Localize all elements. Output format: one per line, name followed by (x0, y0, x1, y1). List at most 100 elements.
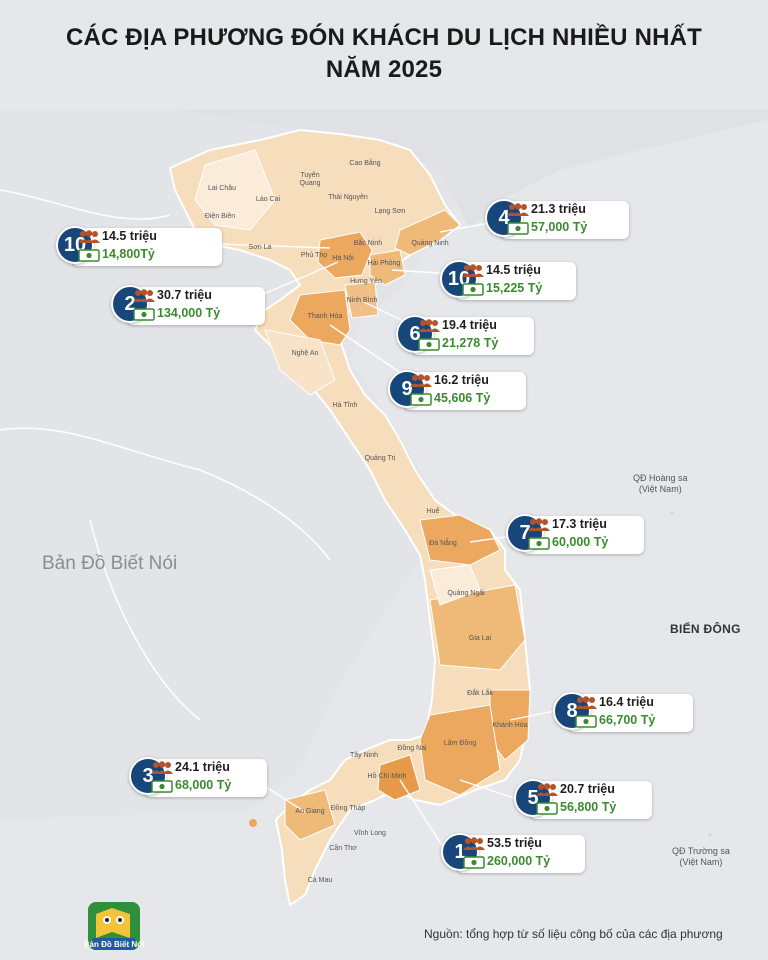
province-label: Hồ Chí Minh (367, 773, 407, 780)
people-group-icon (507, 203, 529, 216)
money-icon (536, 802, 558, 815)
province-danang (419, 514, 501, 566)
province-label: Cần Thơ (329, 845, 357, 852)
money-icon (575, 715, 597, 728)
visitors-value: 20.7 triệu (560, 782, 615, 796)
title-line-2: NĂM 2025 (325, 56, 443, 83)
people-group-icon (418, 319, 440, 332)
people-group-icon (462, 264, 484, 277)
province-label: Điện Biên (204, 213, 236, 220)
province-ninhbinh (344, 281, 379, 319)
money-icon (462, 283, 484, 296)
revenue-value: 56,800 Tỷ (560, 800, 617, 814)
province-angiang (284, 789, 336, 841)
money-icon (410, 393, 432, 406)
title-line-1: CÁC ĐỊA PHƯƠNG ĐÓN KHÁCH DU LỊCH NHIỀU N… (65, 24, 703, 51)
province-label: Cà Mau (307, 877, 333, 884)
brand-logo-icon: Bản Đồ Biết Nói (84, 902, 144, 950)
island-phuquoc (249, 819, 257, 827)
visitors-value: 21.3 triệu (531, 202, 586, 216)
money-icon (78, 249, 100, 262)
province-haiphong (369, 249, 406, 286)
province-label: Lâm Đồng (443, 740, 477, 747)
province-label: Đồng Tháp (330, 805, 366, 812)
label-bien-dong: BIỂN ĐÔNG (670, 622, 741, 636)
province-label: Nghệ An (291, 350, 319, 357)
province-label: Đồng Nai (397, 745, 427, 752)
neighbor-land-china (180, 110, 768, 230)
revenue-value: 45,606 Tỷ (434, 391, 491, 405)
province-label: An Giang (295, 808, 325, 815)
province-label: Lào Cai (255, 196, 281, 203)
visitors-value: 14.5 triệu (486, 263, 541, 277)
revenue-value: 66,700 Tỷ (599, 713, 656, 727)
visitors-value: 16.2 triệu (434, 373, 489, 387)
label-hoang-sa: QĐ Hoàng sa (Việt Nam) (633, 473, 688, 494)
province-label: Đà Nẵng (429, 540, 457, 547)
people-group-icon (151, 761, 173, 774)
revenue-value: 21,278 Tỷ (442, 336, 499, 350)
province-label: Vĩnh Long (354, 830, 386, 837)
money-icon (151, 780, 173, 793)
island-hoangsa (670, 511, 674, 515)
province-label: Ninh Bình (346, 297, 378, 304)
people-group-icon (463, 837, 485, 850)
people-group-icon (78, 230, 100, 243)
money-icon (528, 537, 550, 550)
map-watermark: Bản Đồ Biết Nói (42, 553, 178, 574)
province-thanhhoa (289, 289, 351, 346)
province-label: Cao Bằng (349, 160, 381, 167)
province-quangninh (394, 209, 461, 256)
people-group-icon (410, 374, 432, 387)
province-label: Hà Nội (332, 255, 354, 262)
revenue-value: 68,000 Tỷ (175, 778, 232, 792)
province-label: Sơn La (248, 244, 272, 251)
source-note: Nguồn: tổng hợp từ số liệu công bố của c… (424, 927, 723, 941)
money-icon (133, 308, 155, 321)
visitors-value: 16.4 triệu (599, 695, 654, 709)
visitors-value: 14.5 triệu (102, 229, 157, 243)
province-label: Hà Tĩnh (332, 402, 358, 409)
island-truongsa (708, 833, 712, 837)
province-label: Tuyên Quang (299, 172, 321, 187)
border-line (0, 189, 331, 721)
province-quangngai (429, 564, 481, 606)
province-label: Thái Nguyên (328, 194, 368, 201)
label-truong-sa: QĐ Trường sa (Việt Nam) (672, 846, 730, 867)
province-label: Quảng Ngãi (447, 590, 485, 597)
province-north-west (194, 149, 276, 231)
visitors-value: 53.5 triệu (487, 836, 542, 850)
money-icon (463, 856, 485, 869)
province-gialai (429, 584, 526, 671)
province-label: Huế (426, 508, 440, 515)
province-label: Lai Châu (207, 185, 237, 192)
province-label: Hải Phòng (367, 260, 401, 267)
province-label: Tây Ninh (349, 752, 378, 759)
province-label: Gia Lai (468, 635, 492, 642)
revenue-value: 57,000 Tỷ (531, 220, 588, 234)
page-title: CÁC ĐỊA PHƯƠNG ĐÓN KHÁCH DU LỊCH NHIỀU N… (0, 22, 768, 86)
province-label: Khánh Hòa (492, 722, 528, 729)
revenue-value: 15,225 Tỷ (486, 281, 543, 295)
province-label: Lạng Sơn (374, 208, 406, 215)
province-hcm (377, 754, 421, 801)
people-group-icon (133, 289, 155, 302)
revenue-value: 260,000 Tỷ (487, 854, 551, 868)
province-label: Thanh Hóa (307, 313, 343, 320)
money-icon (507, 222, 529, 235)
visitors-value: 24.1 triệu (175, 760, 230, 774)
logo-text: Bản Đồ Biết Nói (84, 940, 144, 949)
province-label: Đắk Lắk (467, 690, 493, 697)
province-hanoi (317, 231, 373, 279)
revenue-value: 60,000 Tỷ (552, 535, 609, 549)
visitors-value: 30.7 triệu (157, 288, 212, 302)
province-label: Bắc Ninh (353, 240, 383, 247)
revenue-value: 134,000 Tỷ (157, 306, 221, 320)
visitors-value: 19.4 triệu (442, 318, 497, 332)
province-label: Phú Thọ (300, 252, 328, 259)
revenue-value: 14,800Tỷ (102, 247, 155, 261)
money-icon (418, 338, 440, 351)
province-nghean (264, 329, 336, 396)
province-label: Quảng Trị (364, 455, 396, 462)
